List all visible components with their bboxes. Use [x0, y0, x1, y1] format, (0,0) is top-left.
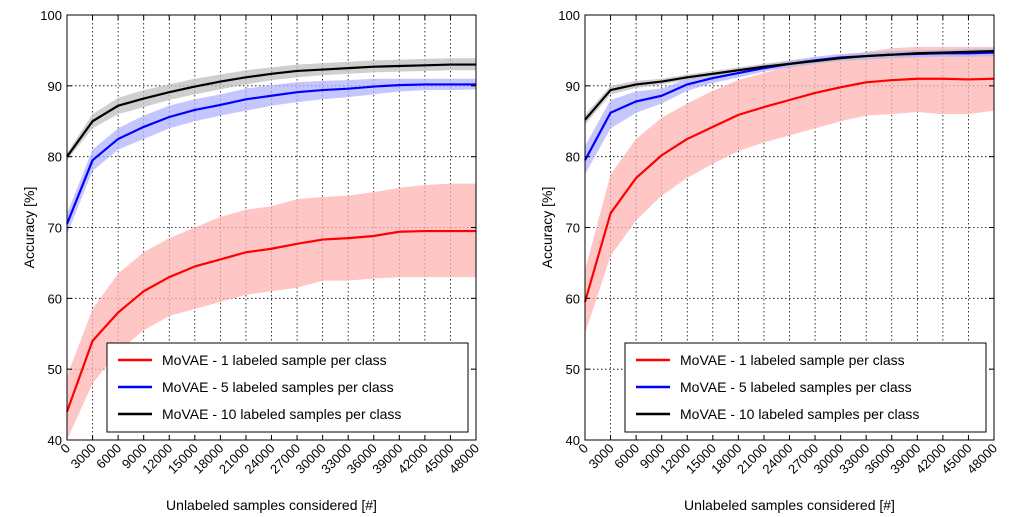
legend-box — [106, 342, 469, 433]
y-tick-label: 60 — [566, 291, 580, 306]
y-axis-label: Accuracy [%] — [539, 187, 555, 269]
y-tick-label: 80 — [48, 150, 62, 165]
y-tick-label: 100 — [40, 8, 62, 23]
y-tick-label: 40 — [48, 433, 62, 448]
legend-label-3: MoVAE - 10 labeled samples per class — [680, 406, 919, 422]
x-tick-label: 3000 — [586, 441, 617, 472]
legend-label-2: MoVAE - 5 labeled samples per class — [162, 379, 394, 395]
y-tick-label: 90 — [48, 79, 62, 94]
legend-label-1: MoVAE - 1 labeled sample per class — [680, 352, 905, 368]
y-tick-label: 70 — [566, 221, 580, 236]
series-line-1 — [65, 229, 476, 413]
legend-label-1: MoVAE - 1 labeled sample per class — [162, 352, 387, 368]
legend: MoVAE - 1 labeled sample per class MoVAE … — [624, 342, 987, 433]
legend: MoVAE - 1 labeled sample per class MoVAE … — [106, 342, 469, 433]
x-tick-label: 6000 — [93, 441, 124, 472]
series-band-1 — [67, 183, 476, 440]
y-tick-label: 60 — [48, 291, 62, 306]
y-tick-label: 80 — [566, 150, 580, 165]
x-axis-label: Unlabeled samples considered [#] — [166, 497, 377, 513]
y-tick-label: 100 — [558, 8, 580, 23]
series-band-3 — [67, 58, 476, 161]
x-axis-label: Unlabeled samples considered [#] — [684, 497, 895, 513]
series-line-3 — [584, 50, 995, 121]
legend-label-2: MoVAE - 5 labeled samples per class — [680, 379, 912, 395]
y-axis-label: Accuracy [%] — [21, 187, 37, 269]
series-band-1 — [585, 46, 994, 334]
series-line-3 — [66, 63, 476, 158]
legend-box — [624, 342, 987, 433]
chart-panel-1: 0300060009000120001500018000210002400027… — [21, 8, 482, 513]
x-tick-label: 6000 — [611, 441, 642, 472]
legend-label-3: MoVAE - 10 labeled samples per class — [162, 406, 401, 422]
y-tick-label: 50 — [48, 362, 62, 377]
y-tick-label: 90 — [566, 79, 580, 94]
chart-panel-2: 0300060009000120001500018000210002400027… — [539, 8, 1000, 513]
series-band-2 — [585, 49, 994, 175]
y-tick-label: 50 — [566, 362, 580, 377]
x-tick-label: 3000 — [68, 441, 99, 472]
series-line-1 — [583, 77, 995, 303]
series-line-2 — [65, 83, 476, 225]
y-tick-label: 40 — [566, 433, 580, 448]
y-tick-label: 70 — [48, 221, 62, 236]
